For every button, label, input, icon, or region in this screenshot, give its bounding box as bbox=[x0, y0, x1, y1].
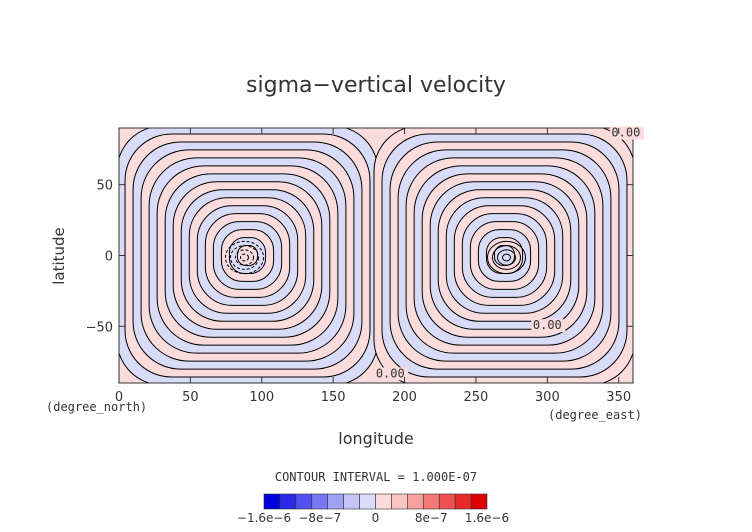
x-tick-label: 150 bbox=[321, 390, 346, 405]
colorbar-swatch bbox=[343, 493, 360, 510]
contour-cell bbox=[119, 128, 379, 383]
y-axis: −50 0 50 bbox=[86, 179, 633, 335]
contour-label: 0.00 bbox=[611, 126, 640, 140]
x-axis-label: longitude bbox=[338, 429, 413, 448]
contour-line bbox=[487, 240, 526, 275]
contour-line bbox=[225, 240, 264, 275]
colorbar-swatch bbox=[422, 493, 440, 510]
colorbar-swatch bbox=[391, 493, 408, 510]
chart-title: sigma−vertical velocity bbox=[246, 73, 506, 98]
x-tick-label: 200 bbox=[392, 390, 417, 405]
y-axis-unit: (degree_north) bbox=[46, 400, 147, 414]
colorbar-swatch bbox=[359, 493, 376, 510]
x-tick-label: 0 bbox=[115, 390, 123, 405]
y-axis-label: latitude bbox=[50, 227, 68, 285]
y-tick-label: 50 bbox=[96, 179, 113, 194]
colorbar-swatch bbox=[407, 493, 424, 510]
contour-line bbox=[502, 253, 511, 262]
colorbar-swatch bbox=[327, 493, 344, 510]
colorbar-tick-label: 8e−7 bbox=[415, 511, 448, 525]
x-tick-label: 100 bbox=[249, 390, 274, 405]
colorbar-swatch bbox=[470, 493, 488, 510]
colorbar-tick-label: 0 bbox=[372, 511, 380, 525]
contour-label: 0.00 bbox=[376, 366, 405, 380]
colorbar: −1.6e−6 −8e−7 0 8e−7 1.6e−6 bbox=[237, 493, 509, 525]
contour-line bbox=[240, 253, 249, 262]
x-tick-label: 50 bbox=[182, 390, 199, 405]
contour-interval-label: CONTOUR INTERVAL = 1.000E-07 bbox=[275, 470, 477, 484]
colorbar-swatch bbox=[295, 493, 313, 510]
colorbar-swatch bbox=[438, 493, 456, 510]
colorbar-swatch bbox=[311, 493, 329, 510]
colorbar-swatch bbox=[454, 493, 472, 510]
colorbar-swatch bbox=[279, 493, 297, 510]
x-axis: 0 50 100 150 200 250 300 350 bbox=[115, 128, 631, 405]
contour-cell bbox=[373, 128, 633, 383]
x-axis-unit: (degree_east) bbox=[548, 408, 642, 422]
colorbar-tick-label: −8e−7 bbox=[298, 511, 341, 525]
colorbar-tick-label: −1.6e−6 bbox=[237, 511, 291, 525]
contour-line bbox=[492, 245, 521, 270]
contour-line bbox=[235, 249, 254, 266]
colorbar-swatch bbox=[263, 493, 281, 510]
x-tick-label: 250 bbox=[464, 390, 489, 405]
x-tick-label: 300 bbox=[535, 390, 560, 405]
plot-area: 0.000.000.000.00 bbox=[118, 126, 644, 384]
colorbar-swatch bbox=[375, 493, 392, 510]
contour-label: 0.00 bbox=[533, 318, 562, 332]
contour-label-bg bbox=[374, 367, 409, 381]
y-tick-label: −50 bbox=[86, 320, 113, 335]
contour-label-bg bbox=[531, 319, 566, 333]
contour-line bbox=[230, 245, 259, 270]
colorbar-tick-label: 1.6e−6 bbox=[465, 511, 509, 525]
y-tick-label: 0 bbox=[105, 250, 113, 265]
contour-line bbox=[497, 249, 516, 266]
x-tick-label: 350 bbox=[606, 390, 631, 405]
